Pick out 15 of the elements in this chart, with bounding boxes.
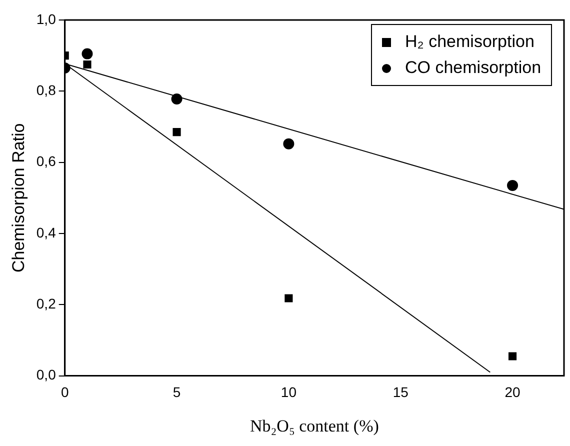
legend-label: CO chemisorption (405, 57, 542, 79)
legend-label: H₂ chemisorption (405, 31, 534, 53)
y-tick-label: 1,0 (36, 10, 56, 27)
x-tick-label: 0 (60, 384, 69, 400)
y-tick-label: 0,2 (36, 296, 56, 312)
y-axis-title: Chemisorpion Ratio (8, 123, 28, 273)
x-tick-label: 10 (280, 384, 297, 400)
y-tick-label: 0,0 (36, 366, 56, 383)
y-tick-label: 0,4 (36, 224, 56, 240)
y-tick-label: 0,6 (36, 153, 56, 170)
x-tick-label: 5 (172, 384, 181, 400)
x-tick-label: 20 (504, 384, 521, 400)
y-tick-label: 0,8 (36, 82, 56, 98)
x-tick-label: 15 (392, 384, 409, 400)
x-axis-title: Nb₂O₅ content (%) (250, 416, 379, 436)
